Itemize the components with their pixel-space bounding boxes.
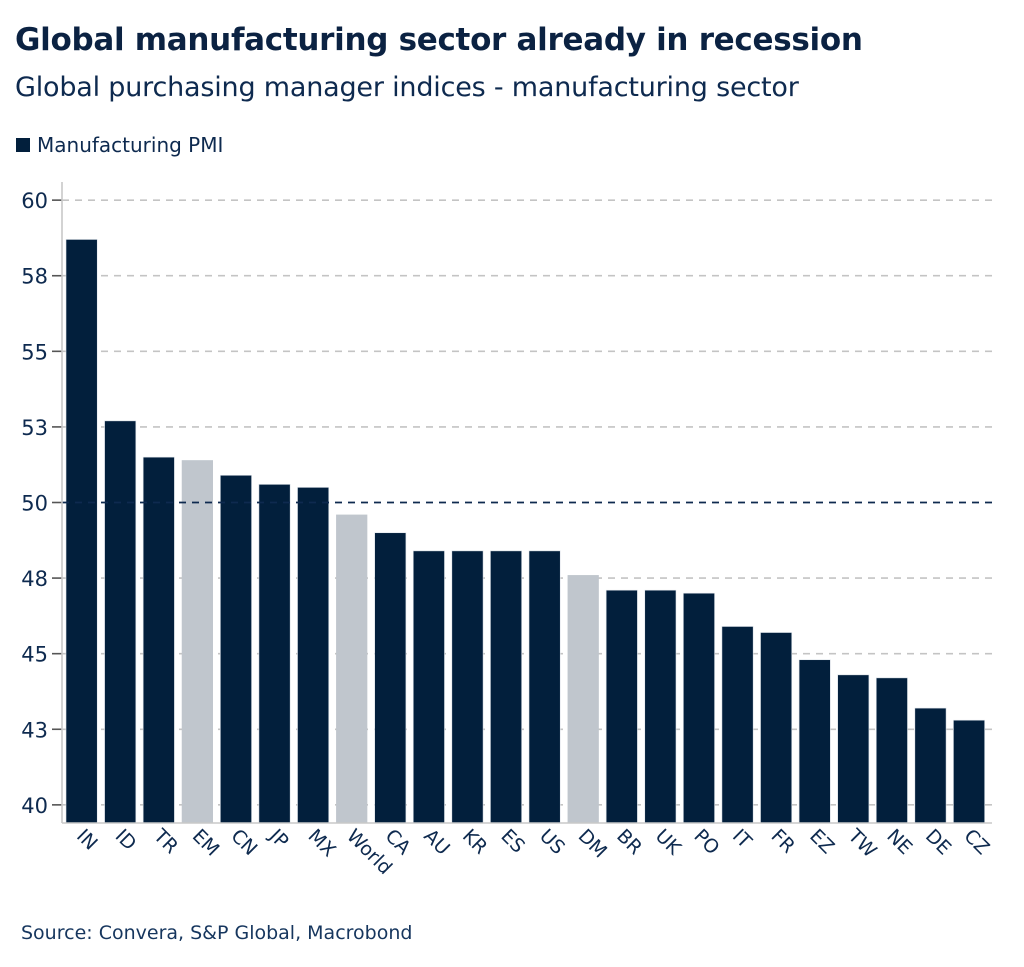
bar-de [914,707,947,824]
chart-title: Global manufacturing sector already in r… [15,22,863,58]
bar-es [490,550,522,824]
bar-br [605,589,638,824]
x-tick-label: KR [458,825,492,859]
x-tick-label: NE [882,825,916,859]
bar-world [336,514,368,823]
x-tick-label: MX [304,825,340,861]
x-tick-label: IN [72,825,102,855]
x-tick-label: BR [612,825,646,859]
x-tick-label: PO [689,825,723,859]
x-tick-label: FR [767,825,800,858]
y-tick-labels: 60 58 55 53 50 48 45 43 40 [21,189,48,818]
bar-tw [837,674,870,824]
bar-us [528,550,561,824]
bar-dm [567,575,599,823]
legend: Manufacturing PMI [16,133,223,157]
bar-cz [953,719,985,824]
x-tick-label: ID [111,825,141,855]
y-tick-label: 53 [21,416,48,440]
bar-id [104,420,137,824]
x-tick-label: TR [149,824,183,858]
x-tick-label: CN [226,825,261,860]
y-tick-label: 43 [21,718,48,742]
x-tick-label: EZ [805,825,838,858]
bar-tr [142,456,175,824]
x-tick-label: ES [497,825,530,858]
x-tick-label: JP [264,824,292,852]
bar-ez [798,659,831,824]
bar-em [181,460,214,823]
x-tick-label: DE [921,825,955,859]
x-tick-label: IT [728,825,756,853]
bar-po [683,592,715,824]
x-tick-label: US [535,825,569,859]
legend-swatch [16,138,30,152]
x-tick-label: TW [843,824,881,862]
bar-au [412,550,445,824]
bars [65,239,985,824]
y-tick-label: 58 [21,265,48,289]
x-tick-label: AU [419,825,454,860]
source-note: Source: Convera, S&P Global, Macrobond [21,922,413,944]
x-tick-label: CZ [960,825,994,859]
axes [52,182,992,824]
y-tick-label: 50 [21,492,48,516]
y-tick-label: 40 [21,794,48,818]
legend-label: Manufacturing PMI [37,133,224,157]
chart-subtitle: Global purchasing manager indices - manu… [15,72,799,103]
bar-mx [297,487,330,824]
bar-ca [374,532,407,824]
bar-jp [258,484,291,824]
bar-cn [220,474,252,824]
y-tick-label: 45 [21,643,48,667]
x-tick-label: UK [651,825,686,860]
bar-uk [644,589,677,824]
y-tick-label: 48 [21,567,48,591]
y-tick-label: 55 [21,340,48,364]
x-tick-label: EM [188,825,224,861]
bar-ne [875,677,908,824]
bar-in [65,239,98,824]
bar-kr [451,550,484,824]
x-tick-label: DM [574,825,611,862]
bar-fr [760,632,793,824]
bar-it [721,626,754,824]
y-tick-label: 60 [21,189,48,213]
